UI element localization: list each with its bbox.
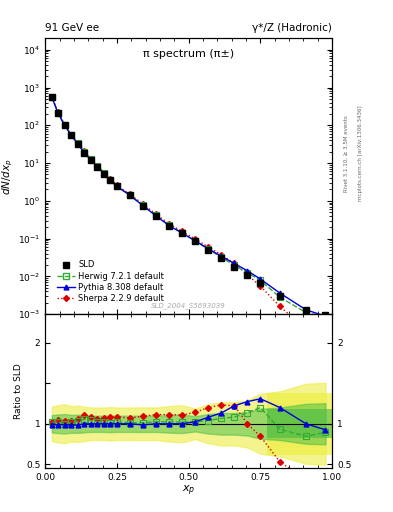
Bar <box>267 393 332 455</box>
Text: SLD_2004_S5693039: SLD_2004_S5693039 <box>151 302 226 309</box>
Y-axis label: Ratio to SLD: Ratio to SLD <box>14 364 23 419</box>
X-axis label: $x_p$: $x_p$ <box>182 484 195 498</box>
Text: γ*/Z (Hadronic): γ*/Z (Hadronic) <box>252 23 332 33</box>
Text: 91 GeV ee: 91 GeV ee <box>45 23 99 33</box>
Legend: SLD, Herwig 7.2.1 default, Pythia 8.308 default, Sherpa 2.2.9 default: SLD, Herwig 7.2.1 default, Pythia 8.308 … <box>55 259 166 305</box>
Bar <box>267 409 332 438</box>
Y-axis label: $dN/dx_p$: $dN/dx_p$ <box>1 158 15 195</box>
Text: mcplots.cern.ch [arXiv:1306.3436]: mcplots.cern.ch [arXiv:1306.3436] <box>358 106 363 201</box>
Text: π spectrum (π±): π spectrum (π±) <box>143 50 234 59</box>
Text: Rivet 3.1.10, ≥ 3.5M events: Rivet 3.1.10, ≥ 3.5M events <box>344 115 349 192</box>
